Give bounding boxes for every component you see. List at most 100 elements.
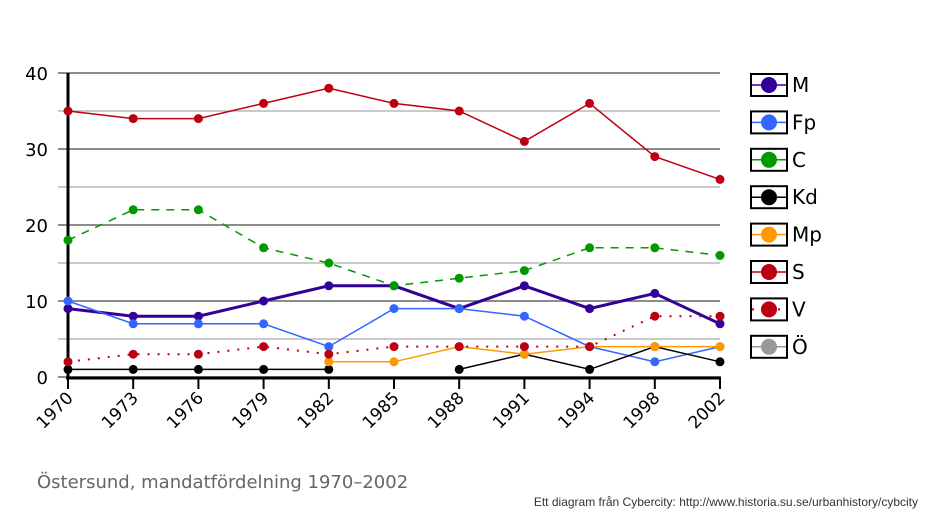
legend-marker (761, 189, 777, 206)
data-point (389, 281, 399, 291)
data-point (585, 243, 595, 253)
data-point (389, 357, 399, 367)
x-tick-label: 2002 (685, 388, 730, 433)
data-point (519, 266, 529, 276)
legend-label: Mp (792, 223, 822, 247)
data-point (128, 205, 138, 215)
y-tick-label: 40 (25, 64, 48, 85)
data-point (715, 342, 725, 352)
legend-marker (761, 114, 777, 131)
data-point (715, 250, 725, 260)
data-point (715, 357, 725, 367)
x-tick-label: 1998 (620, 388, 665, 433)
data-point (324, 281, 334, 291)
data-point (650, 311, 660, 321)
legend-item-Ö: Ö (750, 334, 808, 359)
data-point (585, 342, 595, 352)
chart-title: Östersund, mandatfördelning 1970–2002 (37, 472, 409, 493)
legend-marker (761, 226, 777, 243)
data-point (519, 136, 529, 146)
data-point (259, 98, 269, 108)
data-point (193, 349, 203, 359)
data-point (259, 243, 269, 253)
chart-credit: Ett diagram från Cybercity: http://www.h… (533, 495, 918, 509)
data-point (193, 319, 203, 329)
data-point (519, 281, 529, 291)
legend-marker (761, 151, 777, 168)
data-point (259, 342, 269, 352)
data-point (324, 83, 334, 93)
legend-marker (761, 338, 777, 355)
data-point (128, 114, 138, 124)
legend-label: Ö (792, 335, 808, 359)
x-tick-label: 1994 (554, 388, 599, 433)
data-point (63, 304, 73, 314)
x-tick-label: 1970 (33, 388, 78, 433)
data-point (128, 319, 138, 329)
data-point (193, 114, 203, 124)
data-point (193, 311, 203, 321)
data-point (324, 258, 334, 268)
y-tick-label: 20 (25, 216, 48, 237)
x-tick-label: 1988 (424, 388, 469, 433)
data-point (63, 357, 73, 367)
legend-item-C: C (750, 147, 806, 172)
legend-item-Kd: Kd (750, 185, 818, 210)
data-point (650, 342, 660, 352)
data-point (128, 349, 138, 359)
data-point (128, 364, 138, 374)
legend-item-M: M (750, 73, 809, 97)
data-point (324, 342, 334, 352)
data-point (650, 243, 660, 253)
data-point (585, 98, 595, 108)
y-tick-label: 30 (25, 140, 48, 161)
data-point (715, 319, 725, 329)
legend-marker (761, 77, 777, 93)
legend-label: C (792, 148, 806, 172)
data-point (63, 364, 73, 374)
data-point (585, 304, 595, 314)
data-point (259, 296, 269, 306)
data-point (454, 106, 464, 116)
legend-label: M (792, 73, 809, 97)
data-point (650, 152, 660, 162)
legend-label: Fp (792, 110, 816, 134)
legend-item-Fp: Fp (750, 110, 816, 135)
series-C (63, 205, 725, 291)
data-point (324, 364, 334, 374)
data-point (650, 357, 660, 367)
data-point (715, 311, 725, 321)
data-point (389, 98, 399, 108)
data-point (389, 304, 399, 314)
x-tick-label: 1982 (294, 388, 339, 433)
data-point (519, 349, 529, 359)
series-S (63, 83, 725, 184)
data-point (63, 106, 73, 116)
x-tick-label: 1979 (228, 388, 273, 433)
data-point (324, 357, 334, 367)
legend-label: V (792, 297, 806, 321)
data-point (715, 174, 725, 184)
data-point (259, 319, 269, 329)
data-point (454, 273, 464, 283)
series-Fp (63, 296, 725, 367)
series-V (63, 311, 725, 367)
data-point (389, 342, 399, 352)
x-tick-label: 1976 (163, 388, 208, 433)
legend-item-S: S (750, 260, 805, 284)
data-point (63, 235, 73, 245)
x-tick-label: 1991 (489, 388, 534, 433)
data-point (193, 364, 203, 374)
data-point (454, 304, 464, 314)
legend-label: Kd (792, 185, 818, 209)
data-point (63, 296, 73, 306)
x-tick-label: 1985 (359, 388, 404, 433)
legend-marker (761, 264, 777, 280)
data-point (193, 205, 203, 215)
data-point (324, 349, 334, 359)
data-point (519, 311, 529, 321)
data-point (259, 364, 269, 374)
legend-marker (761, 301, 777, 318)
